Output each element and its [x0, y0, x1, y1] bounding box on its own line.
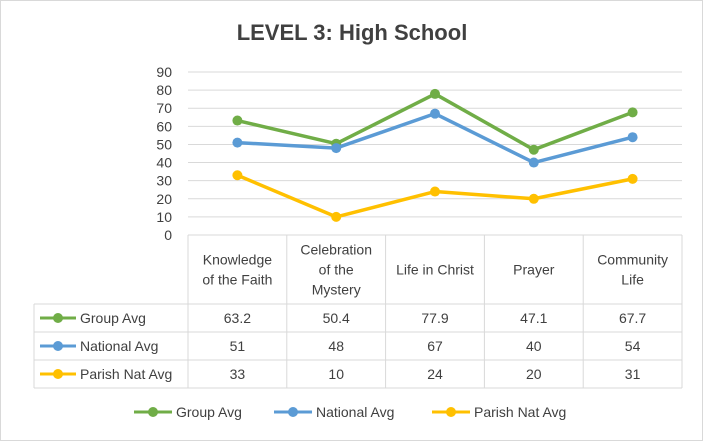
table-cell-value: 10: [328, 366, 344, 382]
table-legend-key-marker: [53, 369, 63, 379]
data-point: [627, 107, 638, 118]
y-tick-label-80: 80: [156, 82, 172, 98]
y-axis-ticks: 0 10 20 30 40 50 60 70 80 90: [156, 64, 172, 243]
series-line-2: [237, 111, 634, 165]
data-point: [528, 193, 539, 204]
data-point: [627, 173, 638, 184]
y-tick-label-40: 40: [156, 155, 172, 171]
y-tick-label-90: 90: [156, 64, 172, 80]
table-cell-value: 47.1: [520, 310, 547, 326]
table-cell-value: 20: [526, 366, 542, 382]
table-series-name: Parish Nat Avg: [80, 366, 172, 382]
legend-key-marker: [148, 407, 158, 417]
table-cell-value: 67: [427, 338, 443, 354]
legend-label: National Avg: [316, 404, 394, 420]
table-cell-value: 67.7: [619, 310, 646, 326]
table-cell-value: 77.9: [421, 310, 448, 326]
y-tick-label-50: 50: [156, 136, 172, 152]
table-cell-value: 54: [625, 338, 641, 354]
table-cell-value: 48: [328, 338, 344, 354]
category-label-2: Celebration of the Mystery: [300, 242, 372, 298]
chart-title: LEVEL 3: High School: [237, 20, 468, 45]
data-point: [430, 88, 440, 99]
table-legend-key-marker: [53, 341, 63, 351]
legend-label: Parish Nat Avg: [474, 404, 566, 420]
category-label-1: Knowledge of the Faith: [202, 252, 272, 288]
y-tick-label-70: 70: [156, 100, 172, 116]
table-series-name: National Avg: [80, 338, 158, 354]
category-label-5: Community Life: [597, 252, 668, 288]
data-point: [232, 170, 243, 181]
data-table: Knowledge of the Faith Celebration of the My…: [33, 235, 683, 389]
series-lines: [232, 88, 638, 222]
y-tick-label-10: 10: [156, 209, 172, 225]
table-cell-value: 50.4: [323, 310, 350, 326]
data-point: [331, 143, 342, 154]
table-cell-value: 33: [230, 366, 246, 382]
y-tick-label-0: 0: [164, 227, 172, 243]
table-cell-value: 24: [427, 366, 443, 382]
category-label-4: Prayer: [513, 262, 555, 278]
table-legend-key-marker: [53, 313, 63, 323]
table-cell-value: 51: [230, 338, 246, 354]
y-tick-label-20: 20: [156, 191, 172, 207]
data-point: [430, 108, 440, 119]
table-cell-value: 31: [625, 366, 641, 382]
series-line-1: [237, 92, 634, 152]
y-tick-label-30: 30: [156, 173, 172, 189]
data-point: [430, 186, 440, 197]
data-point: [528, 144, 539, 155]
table-cell-value: 63.2: [224, 310, 251, 326]
data-point: [528, 157, 539, 168]
data-point: [232, 115, 243, 126]
legend: Group Avg National Avg Parish Nat Avg: [134, 404, 566, 420]
table-cell-value: 40: [526, 338, 542, 354]
y-tick-label-60: 60: [156, 118, 172, 134]
data-point: [232, 137, 243, 148]
table-series-name: Group Avg: [80, 310, 146, 326]
legend-label: Group Avg: [176, 404, 242, 420]
data-point: [627, 132, 638, 143]
category-label-3: Life in Christ: [396, 262, 474, 278]
data-point: [331, 211, 342, 222]
legend-key-marker: [288, 407, 298, 417]
legend-key-marker: [446, 407, 456, 417]
